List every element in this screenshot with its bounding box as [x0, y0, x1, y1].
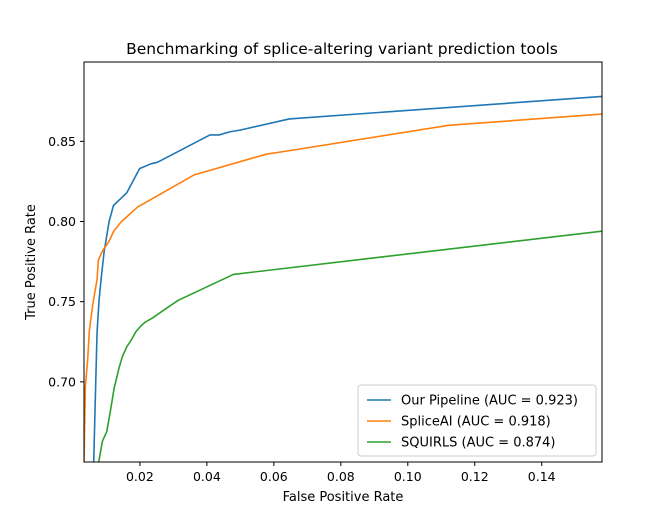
legend-label-0: Our Pipeline (AUC = 0.923)	[401, 394, 578, 409]
legend-label-2: SQUIRLS (AUC = 0.874)	[401, 436, 556, 451]
series-line-0	[92, 95, 602, 462]
y-tick-label: 0.80	[48, 214, 76, 229]
legend-box	[357, 384, 597, 457]
x-axis-label: False Positive Rate	[283, 490, 404, 505]
chart-title: Benchmarking of splice-altering variant …	[126, 40, 558, 58]
y-tick-label: 0.70	[48, 374, 76, 389]
legend-label-1: SpliceAI (AUC = 0.918)	[401, 415, 551, 430]
x-tick-label: 0.02	[126, 469, 154, 484]
series-line-1	[84, 113, 602, 462]
x-tick-label: 0.14	[528, 469, 556, 484]
y-axis: 0.70 0.75 0.80 0.85	[48, 134, 84, 389]
legend: Our Pipeline (AUC = 0.923) SpliceAI (AUC …	[357, 384, 597, 457]
y-axis-label: True Positive Rate	[24, 204, 39, 321]
y-tick-label: 0.75	[48, 294, 76, 309]
plot-frame	[83, 61, 603, 463]
x-tick-label: 0.08	[327, 469, 355, 484]
y-tick-label: 0.85	[48, 134, 76, 149]
x-tick-label: 0.12	[461, 469, 489, 484]
plot-lines	[84, 95, 602, 462]
series-line-2	[97, 230, 602, 462]
x-tick-label: 0.04	[193, 469, 221, 484]
x-tick-label: 0.10	[394, 469, 422, 484]
x-tick-label: 0.06	[260, 469, 288, 484]
x-axis: 0.02 0.04 0.06 0.08 0.10 0.12 0.14	[126, 462, 556, 484]
